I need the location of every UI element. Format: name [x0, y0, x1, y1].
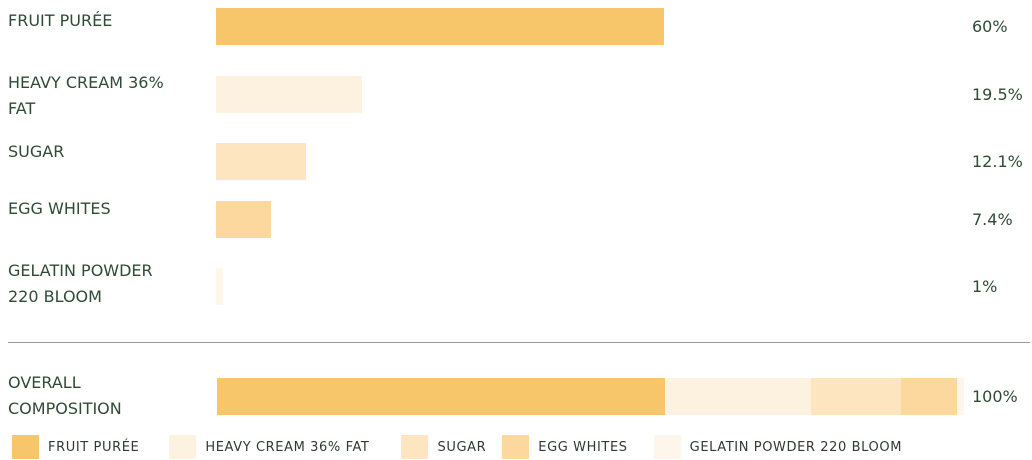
value-label: 19.5% [972, 85, 1023, 104]
bar-egg-whites [216, 201, 272, 238]
category-label: EGG WHITES [8, 196, 203, 222]
legend-label: GELATIN POWDER 220 BLOOM [689, 439, 903, 455]
legend-item: FRUIT PURÉE [12, 435, 139, 459]
divider-line [8, 342, 1030, 343]
category-label-line: 220 BLOOM [8, 287, 102, 306]
total-value: 100% [972, 387, 1018, 406]
bar-gelatin-powder-220-bloom [216, 268, 224, 305]
legend-swatch [12, 435, 39, 459]
category-label-line: GELATIN POWDER [8, 261, 153, 280]
stack-segment-gelatin-powder-220-bloom [956, 378, 964, 415]
value-label: 7.4% [972, 210, 1013, 229]
legend: FRUIT PURÉE HEAVY CREAM 36% FAT SUGAR EGG W… [12, 434, 902, 460]
stack-segment-sugar [810, 378, 902, 415]
total-label-line: COMPOSITION [8, 399, 122, 418]
category-label: FRUIT PURÉE [8, 8, 203, 34]
total-label-line: OVERALL [8, 373, 81, 392]
legend-label: EGG WHITES [538, 439, 628, 455]
stack-segment-heavy-cream-36-fat [665, 378, 811, 415]
legend-label: SUGAR [437, 439, 487, 455]
legend-item: EGG WHITES [502, 435, 627, 459]
category-label: HEAVY CREAM 36% FAT [8, 70, 203, 122]
legend-swatch [653, 435, 681, 459]
legend-item: SUGAR [401, 435, 486, 459]
category-label-line: SUGAR [8, 142, 65, 161]
value-label: 1% [972, 277, 998, 296]
legend-label: HEAVY CREAM 36% FAT [205, 439, 370, 455]
category-label-line: EGG WHITES [8, 199, 111, 218]
legend-swatch [502, 435, 530, 459]
total-label: OVERALL COMPOSITION [8, 370, 203, 422]
stack-segment-egg-whites [901, 378, 957, 415]
value-label: 60% [972, 17, 1008, 36]
legend-swatch [169, 435, 197, 459]
legend-swatch [401, 435, 429, 459]
category-label: SUGAR [8, 139, 203, 165]
category-label: GELATIN POWDER 220 BLOOM [8, 258, 203, 310]
category-label-line: HEAVY CREAM 36% [8, 73, 164, 92]
category-label-line: FAT [8, 99, 36, 118]
bar-fruit-pur-e [216, 8, 665, 45]
bar-sugar [216, 143, 307, 180]
stack-segment-fruit-pur-e [217, 378, 666, 415]
value-label: 12.1% [972, 152, 1023, 171]
category-label-line: FRUIT PURÉE [8, 11, 113, 30]
bar-heavy-cream-36-fat [216, 76, 362, 113]
legend-item: HEAVY CREAM 36% FAT [169, 435, 369, 459]
legend-label: FRUIT PURÉE [48, 439, 140, 455]
legend-item: GELATIN POWDER 220 BLOOM [653, 435, 903, 459]
